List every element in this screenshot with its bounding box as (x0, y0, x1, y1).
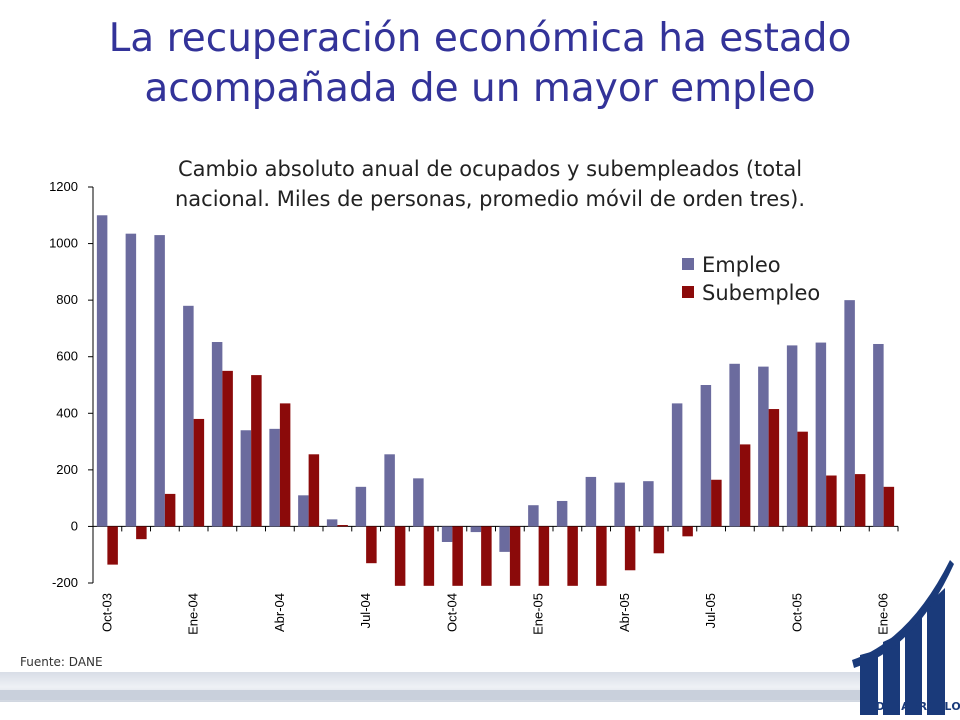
bar-subempleo (136, 526, 147, 540)
bar-empleo (470, 526, 482, 533)
bar-subempleo (394, 526, 406, 586)
x-tick-label: Jul-05 (703, 593, 718, 628)
legend-label: Subempleo (702, 281, 820, 305)
bar-empleo (125, 233, 137, 527)
x-tick-label: Abr-05 (617, 593, 632, 632)
bar-empleo (183, 305, 194, 527)
bar-empleo (614, 482, 625, 527)
bar-subempleo (653, 526, 665, 554)
bar-subempleo (768, 409, 780, 527)
bar-subempleo (711, 479, 722, 527)
bar-empleo (384, 454, 395, 527)
bar-subempleo (308, 454, 320, 527)
bar-subempleo (222, 370, 233, 527)
legend-label: Empleo (702, 253, 781, 277)
bar-empleo (815, 342, 827, 527)
slide-title-line2: acompañada de un mayor empleo (144, 66, 816, 111)
bar-subempleo (164, 493, 176, 527)
bar-subempleo (797, 431, 808, 527)
bar-subempleo (739, 444, 751, 527)
y-tick-label: 800 (56, 292, 78, 307)
y-tick-label: 200 (56, 462, 78, 477)
chart-subtitle-line1: Cambio absoluto anual de ocupados y sube… (177, 157, 803, 181)
chart-subtitle: Cambio absoluto anual de ocupados y sube… (120, 154, 860, 214)
bar-empleo (729, 363, 740, 527)
bar-subempleo (481, 526, 492, 586)
x-tick-label: Ene-06 (876, 593, 891, 635)
bar-empleo (298, 495, 309, 527)
x-tick-label: Oct-05 (789, 593, 804, 632)
bar-subempleo (366, 526, 377, 564)
bar-empleo (556, 500, 568, 527)
logo-text: FEDESARROLLO (860, 700, 960, 713)
y-tick-label: 400 (56, 405, 78, 420)
bar-subempleo (567, 526, 578, 586)
bar-subempleo (193, 418, 205, 527)
x-tick-label: Abr-04 (272, 593, 287, 632)
bar-empleo (758, 366, 769, 527)
bar-empleo (700, 385, 712, 527)
legend-swatch (682, 286, 694, 298)
bar-empleo (240, 430, 252, 527)
bar-empleo (786, 345, 798, 527)
bar-subempleo (452, 526, 463, 586)
bar-subempleo (883, 486, 895, 527)
bar-empleo (844, 300, 855, 527)
bar-subempleo (624, 526, 636, 571)
y-tick-label: 1200 (49, 179, 78, 194)
slide-title: La recuperación económica ha estado acom… (60, 14, 900, 114)
bar-empleo (154, 235, 165, 527)
bar-subempleo (107, 526, 118, 565)
bar-subempleo (826, 475, 837, 527)
chart-subtitle-line2: nacional. Miles de personas, promedio mó… (174, 187, 806, 211)
bar-empleo (528, 505, 539, 527)
y-tick-label: 1000 (49, 236, 78, 251)
bar-empleo (326, 519, 338, 527)
x-tick-label: Oct-04 (444, 593, 459, 632)
bar-empleo (355, 486, 367, 527)
bar-subempleo (538, 526, 550, 586)
bar-empleo (413, 478, 424, 527)
bar-chart: -200 0 200 400 600 800 1000 1200 Oct-03 Ene-04 Abr… (49, 179, 899, 635)
bar-subempleo (682, 526, 693, 537)
fedesarrollo-logo (852, 560, 954, 715)
x-tick-label: Ene-05 (531, 593, 546, 635)
y-tick-label: 600 (56, 349, 78, 364)
bar-subempleo (251, 375, 262, 527)
bar-subempleo (279, 403, 291, 527)
bar-subempleo (509, 526, 521, 586)
bar-empleo (585, 476, 597, 527)
bar-empleo (499, 526, 510, 552)
bar-empleo (269, 428, 280, 527)
slide-title-line1: La recuperación económica ha estado (108, 16, 852, 61)
bar-empleo (671, 403, 683, 527)
bar-empleo (441, 526, 453, 542)
bar-empleo (873, 343, 884, 527)
source-note: Fuente: DANE (20, 655, 103, 669)
footer-band-lower (0, 690, 860, 700)
bar-subempleo (854, 474, 866, 527)
x-tick-label: Jul-04 (358, 593, 373, 628)
y-tick-label: 0 (71, 518, 78, 533)
bar-empleo (96, 215, 108, 527)
bar-subempleo (423, 526, 435, 586)
bar-subempleo (596, 526, 607, 586)
legend-swatch (682, 258, 694, 270)
x-tick-label: Ene-04 (186, 593, 201, 635)
bar-empleo (643, 481, 654, 527)
bar-subempleo (337, 525, 348, 527)
bar-empleo (211, 342, 223, 527)
y-tick-label: -200 (52, 575, 78, 590)
x-tick-label: Oct-03 (99, 593, 114, 632)
